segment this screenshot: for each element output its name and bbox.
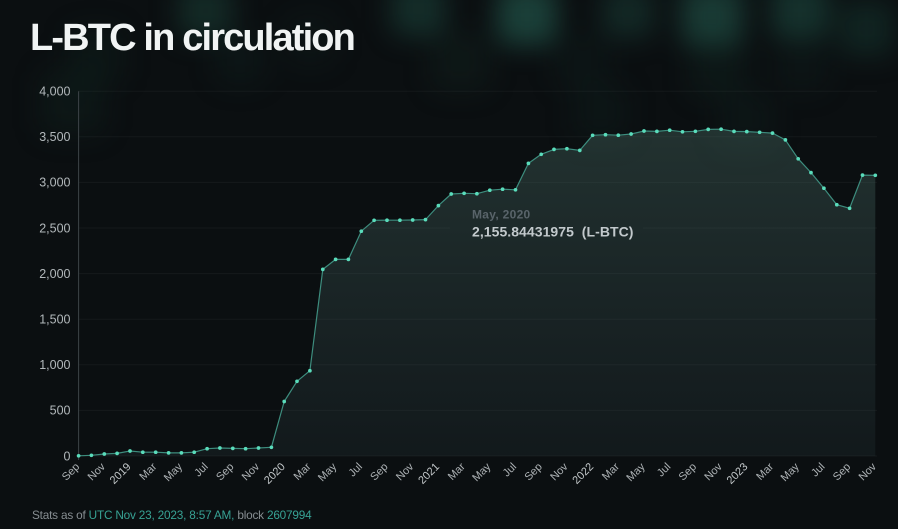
svg-text:Nov: Nov xyxy=(857,461,880,484)
svg-text:2,155.84431975 (L-BTC): 2,155.84431975 (L-BTC) xyxy=(472,224,633,240)
svg-text:Sep: Sep xyxy=(214,461,236,483)
svg-text:Sep: Sep xyxy=(831,461,853,483)
svg-text:1,500: 1,500 xyxy=(39,313,70,327)
svg-text:2023: 2023 xyxy=(725,461,751,487)
svg-text:Nov: Nov xyxy=(394,461,417,484)
svg-text:3,500: 3,500 xyxy=(39,130,70,144)
svg-text:Sep: Sep xyxy=(522,461,544,483)
svg-text:2021: 2021 xyxy=(416,461,442,487)
svg-text:May: May xyxy=(316,461,340,485)
svg-text:Mar: Mar xyxy=(137,461,159,483)
svg-text:2020: 2020 xyxy=(262,461,288,487)
svg-text:Mar: Mar xyxy=(446,461,468,483)
svg-text:Mar: Mar xyxy=(292,461,314,483)
svg-text:May, 2020: May, 2020 xyxy=(472,208,531,222)
svg-text:Sep: Sep xyxy=(677,461,699,483)
svg-text:Jul: Jul xyxy=(346,461,364,479)
svg-text:2022: 2022 xyxy=(570,461,596,487)
svg-text:Jul: Jul xyxy=(501,461,519,479)
svg-text:2019: 2019 xyxy=(108,461,134,487)
svg-text:2,000: 2,000 xyxy=(39,267,70,281)
svg-text:Nov: Nov xyxy=(548,461,571,484)
svg-text:Sep: Sep xyxy=(60,461,82,483)
svg-text:Jul: Jul xyxy=(192,461,210,479)
svg-text:500: 500 xyxy=(50,404,71,418)
svg-text:Mar: Mar xyxy=(600,461,622,483)
svg-text:May: May xyxy=(470,461,494,485)
svg-text:0: 0 xyxy=(64,449,71,463)
svg-text:May: May xyxy=(779,461,803,485)
svg-text:2,500: 2,500 xyxy=(39,221,70,235)
svg-text:1,000: 1,000 xyxy=(39,358,70,372)
svg-text:Sep: Sep xyxy=(368,461,390,483)
svg-text:Nov: Nov xyxy=(240,461,263,484)
svg-text:Jul: Jul xyxy=(809,461,827,479)
svg-text:3,000: 3,000 xyxy=(39,176,70,190)
svg-text:Mar: Mar xyxy=(754,461,776,483)
svg-text:Nov: Nov xyxy=(86,461,109,484)
svg-text:4,000: 4,000 xyxy=(39,85,70,99)
svg-text:May: May xyxy=(162,461,186,485)
svg-text:Jul: Jul xyxy=(655,461,673,479)
svg-text:May: May xyxy=(624,461,648,485)
svg-text:Nov: Nov xyxy=(702,461,725,484)
